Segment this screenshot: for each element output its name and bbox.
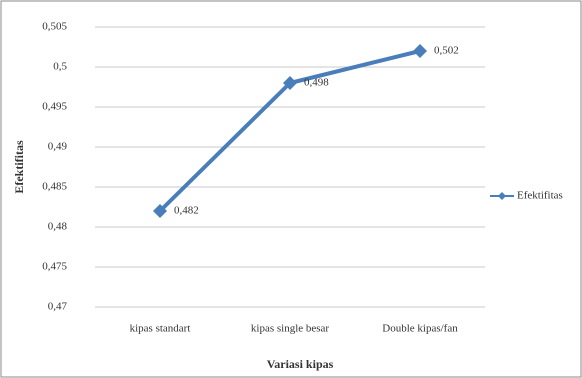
marker [153, 204, 167, 218]
legend-marker [498, 192, 506, 200]
y-tick-label: 0,485 [42, 181, 67, 193]
y-tick-label: 0,48 [48, 221, 68, 233]
legend-label: Efektifitas [517, 190, 563, 202]
y-tick-label: 0,495 [42, 101, 67, 113]
marker [413, 44, 427, 58]
x-tick-label: kipas single besar [251, 323, 330, 335]
y-tick-label: 0,47 [48, 301, 68, 313]
y-tick-label: 0,475 [42, 261, 67, 273]
x-tick-label: kipas standart [130, 323, 191, 335]
y-axis-label: Efektifitas [12, 140, 26, 194]
marker [283, 76, 297, 90]
y-tick-label: 0,5 [53, 61, 67, 73]
data-label: 0,502 [434, 45, 459, 57]
y-tick-label: 0,49 [48, 141, 68, 153]
data-label: 0,482 [174, 205, 199, 217]
y-tick-label: 0,505 [42, 21, 67, 33]
x-tick-label: Double kipas/fan [382, 323, 458, 335]
data-label: 0,498 [304, 77, 329, 89]
x-axis-label: Variasi kipas [267, 357, 334, 371]
